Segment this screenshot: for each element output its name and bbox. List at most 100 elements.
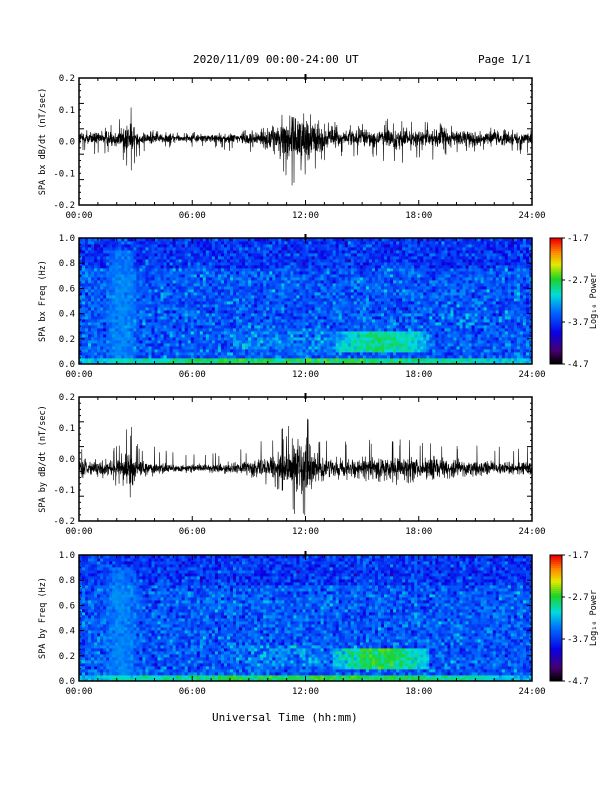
heatmap-cell bbox=[417, 298, 421, 302]
heatmap-cell bbox=[423, 301, 427, 305]
heatmap-cell bbox=[133, 265, 137, 269]
heatmap-cell bbox=[384, 352, 388, 356]
heatmap-cell bbox=[124, 301, 128, 305]
heatmap-cell bbox=[299, 343, 303, 347]
heatmap-cell bbox=[233, 262, 237, 266]
heatmap-cell bbox=[350, 292, 355, 296]
heatmap-cell bbox=[266, 271, 270, 275]
heatmap-cell bbox=[311, 241, 315, 245]
heatmap-cell bbox=[381, 265, 385, 269]
heatmap-cell bbox=[226, 331, 231, 335]
heatmap-cell bbox=[284, 313, 288, 317]
heatmap-cell bbox=[275, 241, 279, 245]
heatmap-cell bbox=[329, 352, 334, 356]
heatmap-cell bbox=[323, 286, 328, 290]
heatmap-cell bbox=[326, 250, 331, 254]
heatmap-cell bbox=[85, 268, 89, 272]
heatmap-cell bbox=[302, 355, 306, 359]
heatmap-cell bbox=[121, 259, 125, 263]
heatmap-cell bbox=[377, 280, 382, 284]
heatmap-cell bbox=[387, 310, 391, 314]
heatmap-cell bbox=[248, 331, 252, 335]
heatmap-cell bbox=[350, 277, 355, 281]
heatmap-cell bbox=[353, 295, 358, 299]
heatmap-cell bbox=[127, 313, 131, 317]
heatmap-cell bbox=[423, 343, 427, 347]
heatmap-cell bbox=[311, 358, 315, 362]
heatmap-cell bbox=[193, 250, 198, 254]
heatmap-cell bbox=[275, 340, 279, 344]
heatmap-cell bbox=[187, 307, 192, 311]
heatmap-cell bbox=[133, 334, 137, 338]
heatmap-cell bbox=[130, 250, 134, 254]
heatmap-cell bbox=[82, 349, 86, 353]
heatmap-cell bbox=[344, 340, 349, 344]
heatmap-cell bbox=[100, 283, 104, 287]
heatmap-cell bbox=[121, 346, 125, 350]
heatmap-cell bbox=[121, 361, 125, 365]
heatmap-cell bbox=[335, 283, 340, 287]
heatmap-cell bbox=[220, 283, 225, 287]
heatmap-cell bbox=[236, 328, 240, 332]
heatmap-cell bbox=[196, 310, 201, 314]
heatmap-cell bbox=[121, 271, 125, 275]
heatmap-cell bbox=[408, 334, 412, 338]
heatmap-cell bbox=[260, 349, 264, 353]
heatmap-cell bbox=[266, 259, 270, 263]
heatmap-cell bbox=[290, 256, 294, 260]
heatmap-cell bbox=[160, 334, 164, 338]
heatmap-cell bbox=[112, 274, 116, 278]
heatmap-cell bbox=[293, 301, 297, 305]
heatmap-cell bbox=[374, 280, 379, 284]
heatmap-cell bbox=[275, 331, 279, 335]
heatmap-cell bbox=[139, 340, 143, 344]
heatmap-cell bbox=[160, 286, 164, 290]
heatmap-cell bbox=[88, 253, 92, 257]
heatmap-cell bbox=[293, 262, 297, 266]
heatmap-cell bbox=[296, 244, 300, 248]
heatmap-cell bbox=[190, 352, 195, 356]
heatmap-cell bbox=[317, 334, 321, 338]
heatmap-cell bbox=[115, 307, 119, 311]
heatmap-cell bbox=[154, 265, 158, 269]
heatmap-cell bbox=[260, 343, 264, 347]
heatmap-cell bbox=[384, 346, 388, 350]
heatmap-cell bbox=[311, 322, 315, 326]
heatmap-cell bbox=[82, 352, 86, 356]
heatmap-cell bbox=[350, 283, 355, 287]
heatmap-cell bbox=[236, 259, 240, 263]
heatmap-cell bbox=[181, 283, 186, 287]
heatmap-cell bbox=[85, 355, 89, 359]
heatmap-cell bbox=[308, 244, 312, 248]
heatmap-cell bbox=[299, 316, 303, 320]
heatmap-cell bbox=[85, 310, 89, 314]
heatmap-cell bbox=[278, 325, 282, 329]
heatmap-cell bbox=[356, 280, 361, 284]
heatmap-cell bbox=[124, 361, 128, 365]
heatmap-cell bbox=[193, 265, 198, 269]
heatmap-cell bbox=[335, 247, 340, 251]
heatmap-cell bbox=[293, 238, 297, 242]
heatmap-cell bbox=[242, 328, 246, 332]
heatmap-cell bbox=[359, 277, 364, 281]
heatmap-cell bbox=[88, 262, 92, 266]
heatmap-cell bbox=[133, 262, 137, 266]
heatmap-cell bbox=[112, 250, 116, 254]
heatmap-cell bbox=[356, 310, 361, 314]
heatmap-cell bbox=[187, 337, 192, 341]
heatmap-cell bbox=[112, 352, 116, 356]
y-tick-label: 0.0 bbox=[59, 138, 75, 148]
heatmap-cell bbox=[245, 328, 249, 332]
heatmap-cell bbox=[396, 301, 400, 305]
heatmap-cell bbox=[97, 238, 101, 242]
heatmap-cell bbox=[236, 262, 240, 266]
heatmap-cell bbox=[308, 343, 312, 347]
heatmap-cell bbox=[106, 295, 110, 299]
heatmap-cell bbox=[175, 298, 180, 302]
heatmap-cell bbox=[187, 301, 192, 305]
heatmap-cell bbox=[417, 253, 421, 257]
heatmap-cell bbox=[402, 265, 406, 269]
heatmap-cell bbox=[326, 355, 331, 359]
heatmap-cell bbox=[130, 325, 134, 329]
heatmap-cell bbox=[100, 346, 104, 350]
